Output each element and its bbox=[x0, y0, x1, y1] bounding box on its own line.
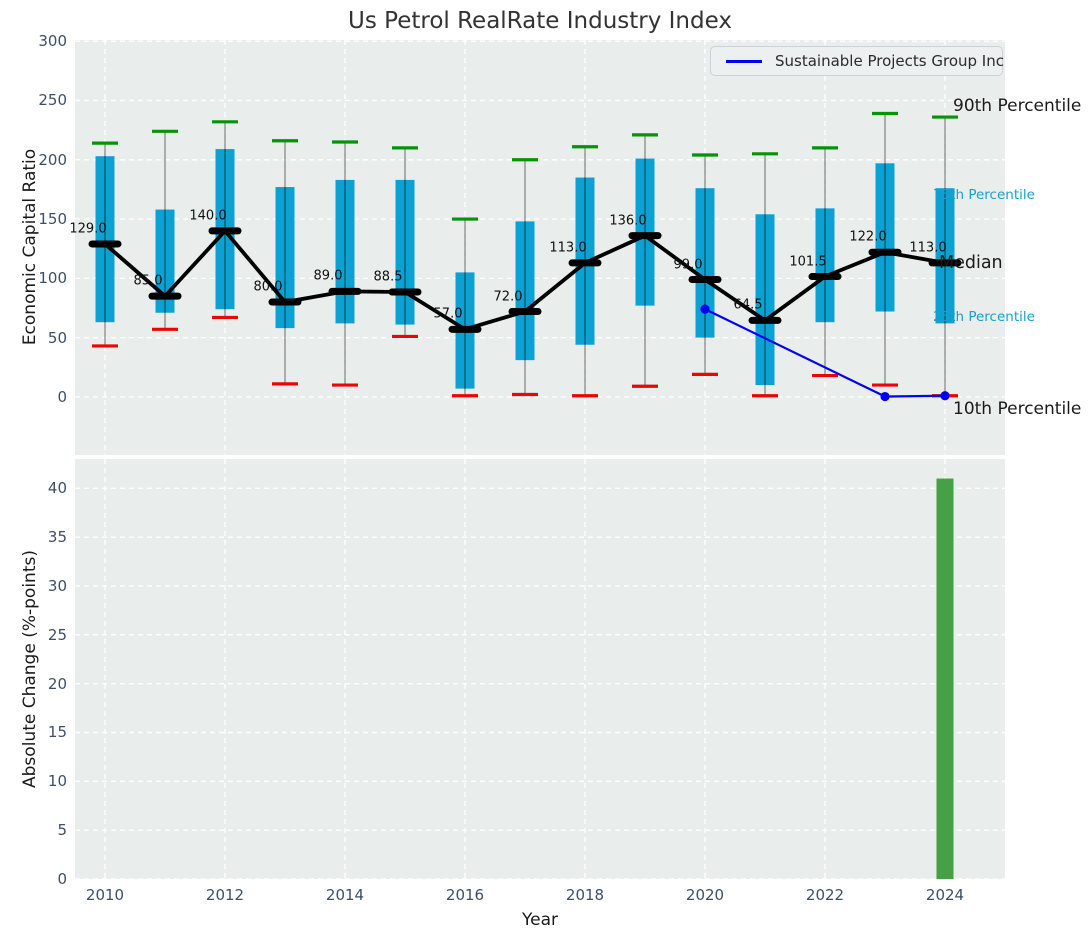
boxplot-2013 bbox=[272, 139, 298, 386]
top-y-tick-label: 0 bbox=[57, 387, 67, 406]
top-y-axis-label: Economic Capital Ratio bbox=[20, 148, 40, 346]
boxplot-2010 bbox=[92, 141, 118, 348]
median-marker-2013 bbox=[268, 298, 302, 306]
median-value-label: 101.5 bbox=[789, 254, 827, 270]
median-value-label: 129.0 bbox=[69, 221, 107, 237]
median-value-label: 122.0 bbox=[849, 229, 887, 245]
top-y-tick-label: 200 bbox=[38, 150, 67, 169]
top-y-tick-label: 250 bbox=[38, 91, 67, 110]
x-tick-label: 2024 bbox=[925, 886, 965, 904]
median-value-label: 113.0 bbox=[909, 240, 947, 256]
bottom-y-tick-label: 20 bbox=[47, 674, 67, 693]
median-value-label: 88.5 bbox=[373, 269, 403, 285]
median-value-label: 64.5 bbox=[733, 297, 763, 313]
legend: Sustainable Projects Group Inc bbox=[710, 46, 1004, 76]
median-marker-2023 bbox=[868, 248, 902, 256]
legend-line-icon bbox=[726, 59, 762, 63]
median-marker-2016 bbox=[448, 325, 482, 333]
annotation-10th-percentile: 10th Percentile bbox=[953, 398, 1082, 419]
annotation-median: Median bbox=[939, 252, 1003, 273]
median-value-label: 85.0 bbox=[133, 273, 163, 289]
median-marker-2011 bbox=[148, 292, 182, 300]
bottom-y-tick-label: 15 bbox=[47, 723, 67, 742]
top-plot-area bbox=[75, 40, 1005, 455]
median-marker-2020 bbox=[688, 276, 722, 284]
bottom-y-tick-label: 5 bbox=[57, 821, 67, 840]
median-value-label: 99.0 bbox=[673, 257, 703, 272]
top-y-tick-label: 150 bbox=[38, 210, 67, 229]
legend-label: Sustainable Projects Group Inc bbox=[775, 52, 1004, 70]
median-marker-2017 bbox=[508, 308, 542, 316]
annotation-75th-percentile: 75th Percentile bbox=[933, 187, 1035, 204]
x-tick-label: 2018 bbox=[565, 886, 605, 904]
median-value-label: 140.0 bbox=[189, 208, 227, 224]
annotation-25th-percentile: 25th Percentile bbox=[933, 309, 1035, 326]
median-marker-2021 bbox=[748, 316, 782, 324]
x-tick-label: 2012 bbox=[205, 886, 245, 904]
bottom-plot-area bbox=[75, 459, 1005, 879]
median-marker-2018 bbox=[568, 259, 602, 267]
median-marker-2014 bbox=[328, 287, 362, 295]
median-value-label: 80.0 bbox=[253, 279, 283, 295]
median-marker-2010 bbox=[88, 240, 122, 248]
boxplot-2015 bbox=[392, 146, 418, 339]
median-value-label: 57.0 bbox=[433, 306, 463, 322]
x-tick-label: 2020 bbox=[685, 886, 725, 904]
company-point-2023 bbox=[880, 391, 890, 402]
boxplot-2017 bbox=[512, 158, 538, 397]
median-marker-2024 bbox=[928, 259, 962, 267]
company-point-2024 bbox=[940, 391, 950, 401]
annotation-90th-percentile: 90th Percentile bbox=[953, 96, 1082, 117]
median-value-label: 72.0 bbox=[493, 289, 523, 305]
bottom-y-tick-label: 30 bbox=[47, 576, 67, 595]
top-y-tick-label: 300 bbox=[38, 32, 67, 51]
bottom-y-tick-label: 40 bbox=[47, 479, 67, 498]
top-y-tick-label: 50 bbox=[47, 328, 67, 347]
x-tick-label: 2016 bbox=[445, 886, 485, 904]
x-tick-label: 2022 bbox=[805, 886, 845, 904]
chart-title: Us Petrol RealRate Industry Index bbox=[348, 8, 732, 34]
median-value-label: 89.0 bbox=[313, 268, 343, 284]
boxplot-2022 bbox=[812, 146, 838, 378]
change-bar-2024 bbox=[936, 478, 954, 879]
bottom-y-tick-label: 10 bbox=[47, 772, 67, 791]
median-marker-2012 bbox=[208, 227, 242, 235]
bottom-y-tick-label: 0 bbox=[57, 870, 67, 888]
boxplot-2014 bbox=[332, 140, 358, 387]
bar-chart bbox=[75, 459, 1005, 879]
boxplot-2024 bbox=[932, 115, 958, 398]
x-axis-label: Year bbox=[522, 910, 558, 930]
bottom-y-tick-label: 35 bbox=[47, 528, 67, 547]
boxplot-2021 bbox=[752, 152, 778, 398]
median-marker-2015 bbox=[388, 288, 422, 296]
bottom-y-tick-label: 25 bbox=[47, 625, 67, 644]
median-value-label: 136.0 bbox=[609, 213, 647, 229]
median-value-label: 113.0 bbox=[549, 240, 587, 256]
boxplot-2019 bbox=[632, 133, 658, 388]
x-tick-label: 2014 bbox=[325, 886, 365, 904]
top-y-tick-label: 100 bbox=[38, 269, 67, 288]
boxplot-chart bbox=[75, 40, 1005, 455]
median-marker-2019 bbox=[628, 232, 662, 240]
x-tick-label: 2010 bbox=[85, 886, 125, 904]
median-marker-2022 bbox=[808, 273, 842, 281]
company-point-2020 bbox=[700, 304, 710, 314]
